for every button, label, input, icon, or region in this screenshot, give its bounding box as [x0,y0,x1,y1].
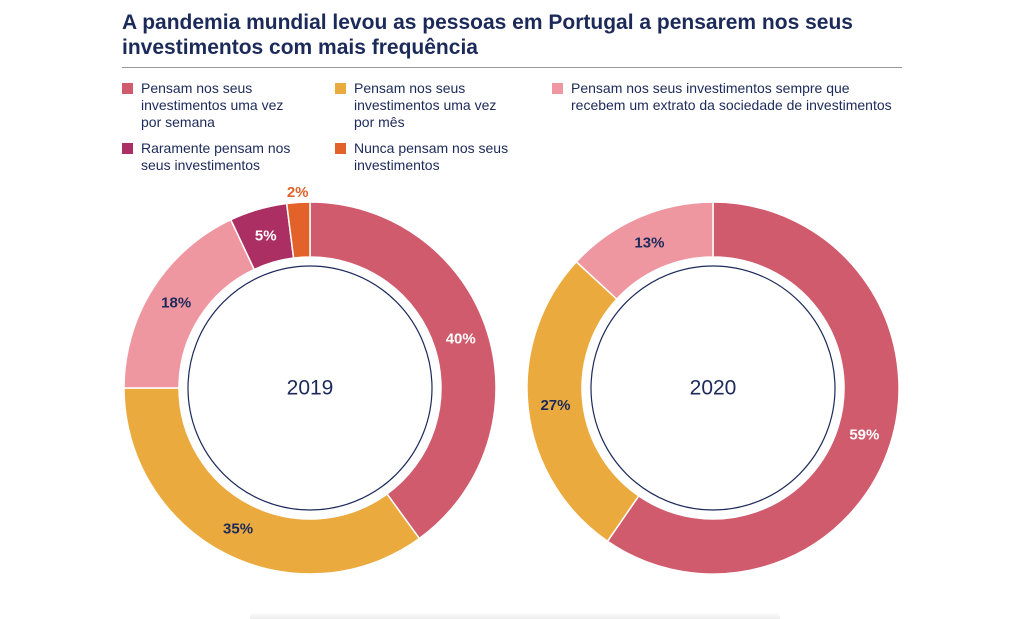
legend-swatch-weekly [122,83,133,94]
legend-swatch-monthly [335,83,346,94]
slice-label-2019-4: 2% [287,184,309,201]
slice-2020-2 [575,201,714,301]
slice-label-2020-1: 27% [540,397,570,414]
legend-item-monthly: Pensam nos seus investimentos uma vez po… [335,80,515,131]
slice-label-2019-1: 35% [223,521,253,538]
center-label-2020: 2020 [690,377,737,400]
center-label-2019: 2019 [287,377,334,400]
legend-item-rarely: Raramente pensam nos seus investimentos [122,140,307,174]
legend-label-weekly: Pensam nos seus investimentos uma vez po… [141,80,284,130]
legend-swatch-statement [552,83,563,94]
slice-2020-0 [606,201,900,575]
slice-2019-1 [123,387,421,575]
inner-ring-2020 [590,265,836,511]
slice-label-2020-2: 13% [634,234,664,251]
slice-label-2019-0: 40% [446,331,476,348]
title-divider [122,67,902,68]
legend-label-monthly: Pensam nos seus investimentos uma vez po… [354,80,497,130]
slice-label-2019-3: 5% [255,227,277,244]
chart-title: A pandemia mundial levou as pessoas em P… [122,11,853,59]
legend-item-weekly: Pensam nos seus investimentos uma vez po… [122,80,307,131]
legend-label-statement: Pensam nos seus investimentos sempre que… [571,80,892,113]
bottom-shadow [250,612,780,619]
slice-2020-1 [526,260,640,543]
inner-ring-2019 [187,265,433,511]
slice-label-2019-2: 18% [161,295,191,312]
legend-item-statement: Pensam nos seus investimentos sempre que… [552,80,902,114]
slice-2019-0 [309,201,497,540]
legend-swatch-rarely [122,143,133,154]
legend-label-rarely: Raramente pensam nos seus investimentos [141,140,291,173]
legend-label-never: Nunca pensam nos seus investimentos [354,140,509,173]
legend-item-never: Nunca pensam nos seus investimentos [335,140,515,174]
legend-swatch-never [335,143,346,154]
slice-label-2020-0: 59% [849,427,879,444]
slice-2019-4 [285,201,311,259]
